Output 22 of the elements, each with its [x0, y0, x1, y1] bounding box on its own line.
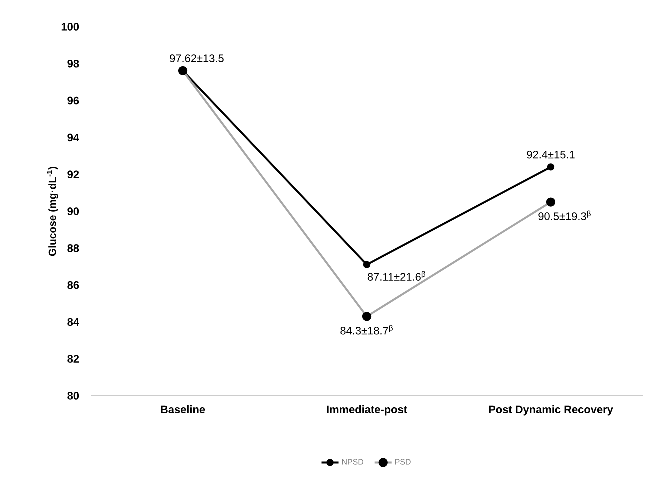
y-tick-label: 86 — [68, 281, 80, 290]
point — [547, 164, 555, 171]
y-tick-label: 90 — [68, 208, 80, 216]
data-label: 87.11±21.6$^{β}$ — [368, 271, 426, 281]
data-label: 92.4±15.1 — [527, 150, 575, 159]
y-tick-label: 96 — [68, 96, 80, 105]
x-tick-label: Baseline — [161, 406, 206, 414]
point — [363, 261, 371, 268]
y-tick-label: 92 — [68, 170, 80, 178]
x-tick-label: Post Dynamic Recovery — [489, 406, 614, 416]
data-label: 90.5±19.3$^{β}$ — [538, 210, 591, 220]
y-tick-label: 88 — [68, 244, 80, 252]
y-tick-label: 100 — [62, 23, 80, 31]
data-label: 84.3±18.7$^{β}$ — [340, 325, 393, 335]
y-tick-label: 84 — [68, 318, 80, 326]
y-tick-label: 98 — [68, 60, 80, 68]
y-tick-label: 82 — [68, 355, 80, 363]
y-axis-title: Glucose (mg·dL$^{-1}$) — [47, 166, 58, 256]
data-label: 97.62±13.5 — [170, 54, 224, 62]
y-tick-label: 80 — [68, 392, 80, 400]
y-tick-label: 94 — [68, 134, 80, 142]
x-tick-label: Immediate-post — [327, 406, 408, 416]
